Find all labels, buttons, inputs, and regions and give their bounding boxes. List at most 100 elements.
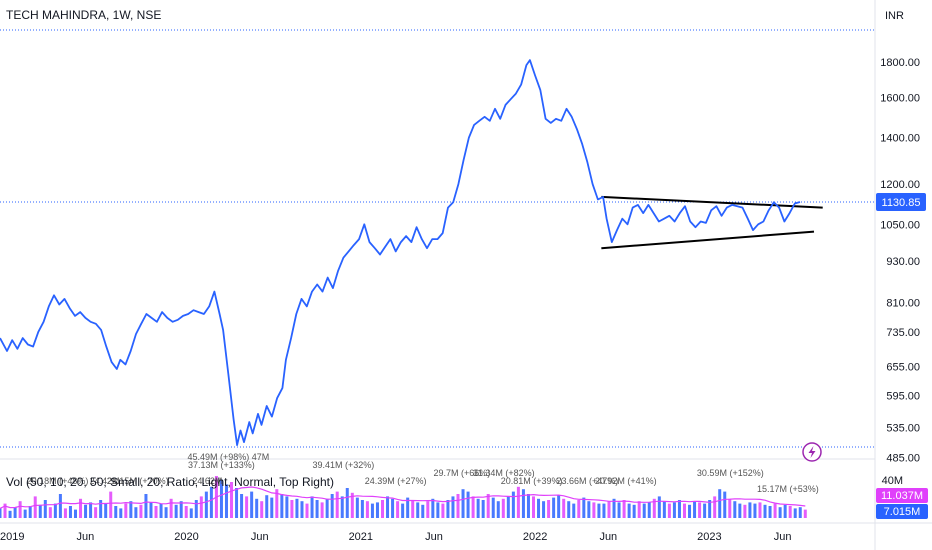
volume-bar	[139, 504, 143, 518]
volume-bar	[184, 506, 188, 518]
volume-bar	[0, 508, 2, 518]
volume-bar	[164, 507, 168, 518]
x-tick-label: 2020	[174, 531, 198, 543]
volume-bar	[572, 503, 576, 518]
volume-bar	[773, 503, 777, 518]
volume-annotation: 39.41M (+32%)	[312, 460, 374, 470]
volume-bar	[79, 498, 83, 518]
volume-bar	[386, 496, 390, 518]
volume-bar	[592, 502, 596, 518]
volume-bar	[320, 502, 324, 518]
volume-bar	[743, 504, 747, 518]
volume-bar	[496, 501, 500, 518]
price-layer	[0, 59, 801, 447]
volume-bar	[617, 502, 621, 518]
currency-label[interactable]: INR	[885, 10, 904, 22]
volume-bar	[552, 497, 556, 518]
volume-bar	[48, 507, 52, 518]
volume-bar	[672, 502, 676, 518]
volume-bar	[562, 498, 566, 518]
volume-bar	[466, 491, 470, 518]
volume-bar	[335, 491, 339, 518]
volume-bar	[542, 501, 546, 518]
volume-bar	[350, 492, 354, 518]
axis-layer: 1800.00 1600.00 1400.00 1200.00 1050.00 930.0…	[0, 57, 920, 543]
volume-bar	[667, 503, 671, 518]
volume-annotation: 22.15M (+70%)	[107, 476, 169, 486]
volume-bar	[8, 510, 12, 518]
volume-bar	[526, 494, 530, 518]
volume-bar	[169, 498, 173, 518]
volume-bar	[149, 502, 153, 518]
y-tick-label: 595.00	[886, 391, 920, 403]
volume-bar	[265, 495, 269, 518]
volume-bar	[280, 494, 284, 518]
volume-bar	[330, 494, 334, 518]
volume-bar	[270, 497, 274, 518]
price-series-line	[0, 59, 801, 447]
y-tick-label: 535.00	[886, 423, 920, 435]
volume-annotation: 15.17M (+53%)	[757, 484, 819, 494]
volume-bar	[245, 496, 249, 518]
y-tick-label: 1800.00	[880, 57, 920, 69]
volume-bar	[713, 496, 717, 518]
volume-bar	[728, 498, 732, 518]
volume-bar	[325, 498, 329, 518]
volume-bar	[426, 501, 430, 518]
volume-bar	[657, 496, 661, 518]
volume-bar	[219, 479, 223, 518]
volume-bar	[99, 500, 103, 518]
volume-bar	[365, 501, 369, 518]
volume-bar	[340, 496, 344, 518]
upper-trendline	[601, 195, 823, 209]
volume-bar	[159, 503, 163, 518]
volume-bar	[295, 498, 299, 518]
volume-annotation: 29.7M (+66%)	[434, 468, 491, 478]
volume-axis-label: 40M	[882, 475, 903, 487]
volume-bar	[738, 503, 742, 518]
volume-bar	[662, 501, 666, 518]
volume-bar	[194, 500, 198, 518]
x-tick-label: Jun	[425, 531, 443, 543]
volume-bar	[63, 508, 67, 518]
volume-bar	[768, 506, 772, 518]
volume-ma-badge	[876, 488, 928, 503]
volume-bar	[788, 506, 792, 518]
lower-trendline	[601, 230, 815, 250]
volume-bar	[416, 502, 420, 518]
volume-bar	[733, 501, 737, 518]
volume-bar	[355, 497, 359, 518]
volume-bar	[315, 500, 319, 518]
volume-bar	[375, 502, 379, 518]
volume-bar	[602, 503, 606, 518]
lightning-icon[interactable]	[802, 442, 822, 462]
y-tick-label: 1050.00	[880, 219, 920, 231]
volume-bar	[446, 500, 450, 518]
volume-legend[interactable]: Vol (50, 10, 20, 50, Small, 20, Ratio, L…	[6, 475, 334, 489]
volume-bar	[632, 504, 636, 518]
volume-bar	[421, 504, 425, 518]
volume-bar	[451, 496, 455, 518]
volume-bar	[104, 503, 108, 518]
volume-bar	[129, 501, 133, 518]
volume-current-label: 7.015M	[884, 506, 921, 518]
volume-bar	[622, 500, 626, 518]
volume-bar	[13, 507, 17, 518]
volume-bar	[119, 508, 123, 518]
x-tick-label: Jun	[774, 531, 792, 543]
volume-bar	[537, 498, 541, 518]
volume-bar	[124, 503, 128, 518]
volume-bar	[381, 500, 385, 518]
volume-bar	[179, 501, 183, 518]
volume-ma-line	[0, 486, 806, 509]
volume-bar	[53, 503, 57, 518]
volume-bar	[310, 496, 314, 518]
volume-bar	[290, 500, 294, 518]
volume-bar	[753, 503, 757, 518]
volume-bar	[531, 496, 535, 518]
volume-bar	[587, 501, 591, 518]
volume-annotation: 45.49M (+98%) 47M	[187, 452, 269, 462]
volume-bar	[547, 500, 551, 518]
